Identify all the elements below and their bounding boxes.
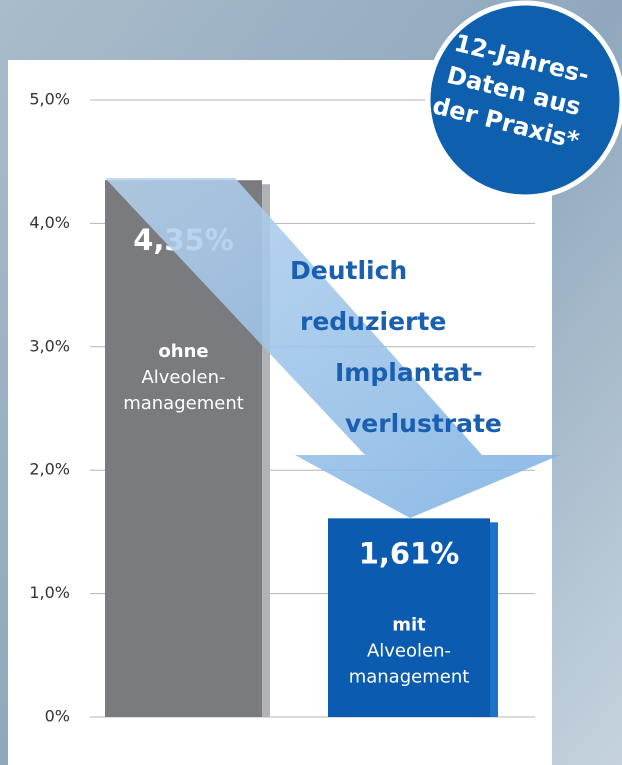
category-label: Alveolen- [367, 640, 451, 661]
category-label: Alveolen- [141, 367, 225, 388]
y-tick-label: 2,0% [29, 460, 70, 479]
annotation: reduzierte [300, 307, 446, 336]
category-label: management [349, 666, 470, 687]
y-tick-label: 1,0% [29, 583, 70, 602]
y-tick-label: 4,0% [29, 213, 70, 232]
y-tick-label: 3,0% [29, 336, 70, 355]
category-label: mit [392, 614, 426, 635]
annotation: verlustrate [345, 409, 502, 438]
y-tick-label: 5,0% [29, 90, 70, 109]
category-label: management [123, 393, 244, 414]
bar-side [490, 522, 498, 717]
annotation: Deutlich [290, 256, 407, 285]
annotation: Implantat- [335, 358, 483, 387]
value-label: 1,61% [359, 536, 460, 570]
page: 0%1,0%2,0%3,0%4,0%5,0%4,35%ohneAlveolen-… [0, 0, 622, 765]
category-label: ohne [158, 341, 208, 362]
y-tick-label: 0% [45, 707, 70, 726]
chart: 0%1,0%2,0%3,0%4,0%5,0%4,35%ohneAlveolen-… [0, 0, 622, 765]
